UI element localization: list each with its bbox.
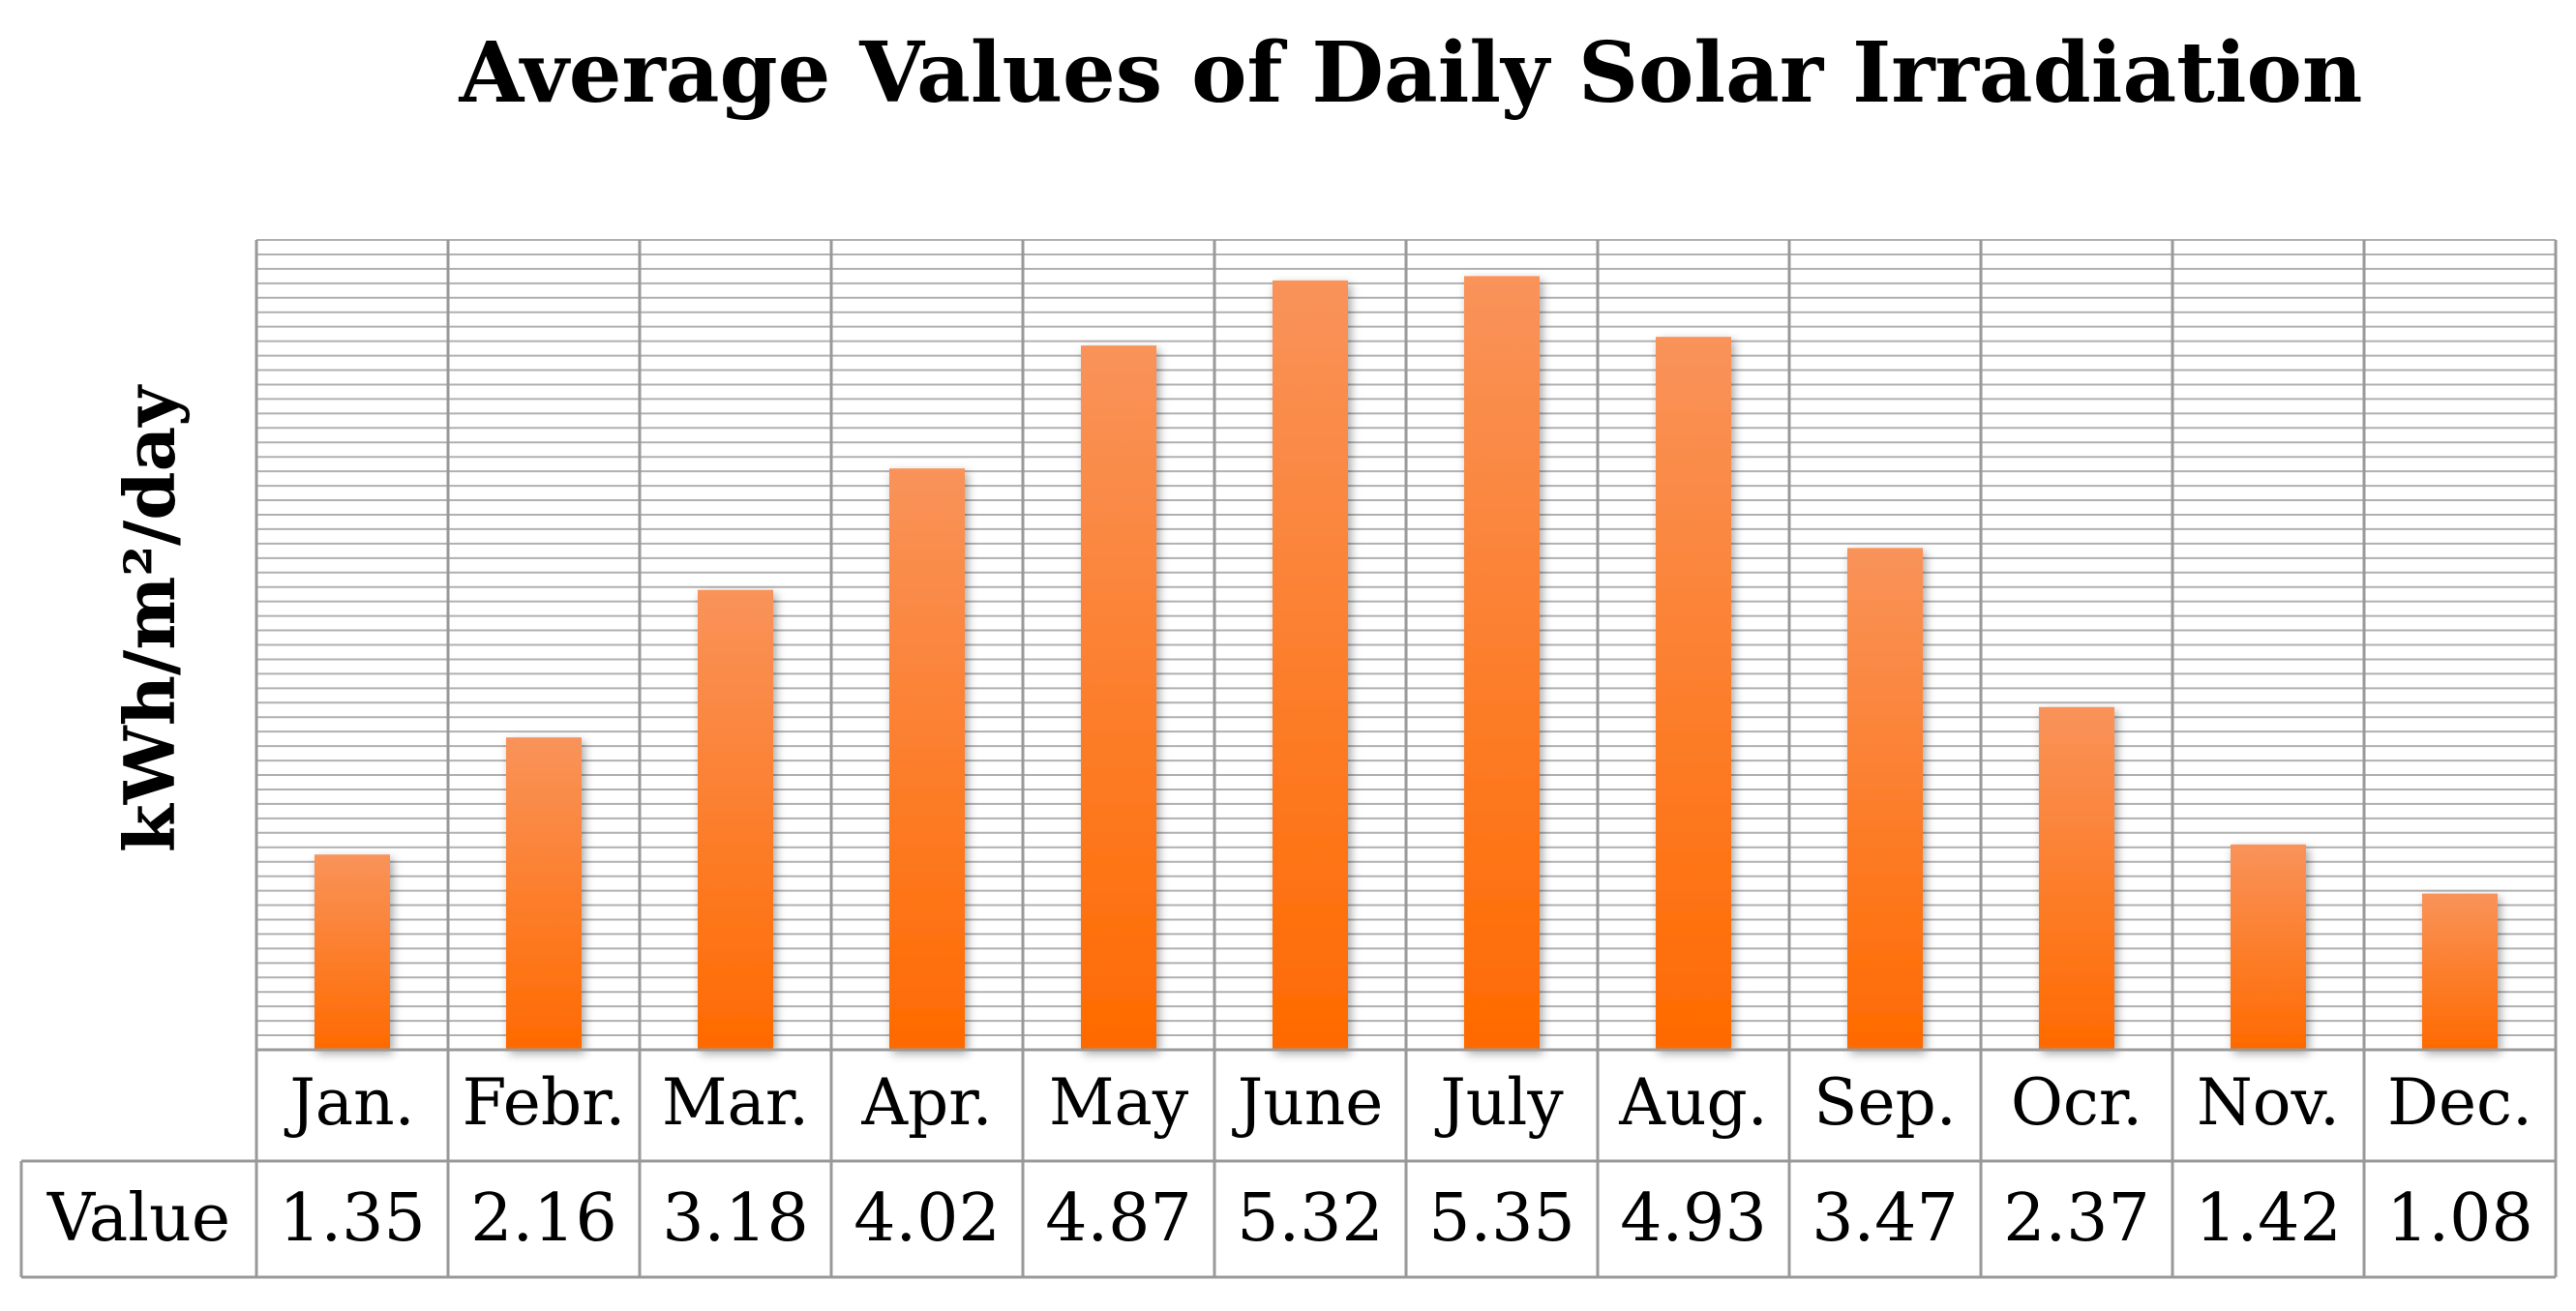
category-label: Ocr.	[2011, 1065, 2142, 1140]
category-label: Febr.	[463, 1065, 626, 1140]
category-label: May	[1049, 1065, 1189, 1140]
bar	[1464, 276, 1540, 1050]
table-row-header: Value	[46, 1180, 230, 1257]
value-label: 3.47	[1812, 1180, 1958, 1257]
bar	[1081, 345, 1156, 1051]
category-label: Dec.	[2387, 1065, 2532, 1140]
category-label: Apr.	[860, 1065, 992, 1140]
bar	[1273, 280, 1348, 1051]
value-label: 3.18	[662, 1180, 808, 1257]
data-table: Value Jan. 1.35 Febr. 2.16 Mar. 3.18 Apr. 4.02 Ma…	[19, 1048, 2558, 1279]
gridlines	[255, 239, 2558, 1050]
y-axis-label: kWh/m²/day	[108, 384, 191, 852]
category-label: June	[1232, 1065, 1384, 1140]
bar	[2231, 844, 2306, 1050]
bar	[1656, 337, 1731, 1050]
category-label: Mar.	[662, 1065, 809, 1140]
bar	[698, 589, 773, 1050]
bar	[2422, 893, 2498, 1050]
bar	[506, 737, 582, 1050]
bars	[315, 276, 2498, 1051]
chart-title: Average Values of Daily Solar Irradiatio…	[459, 24, 2363, 122]
value-label: 1.35	[279, 1180, 425, 1257]
bar	[315, 854, 390, 1050]
bar	[2039, 706, 2114, 1050]
category-label: Nov.	[2197, 1065, 2340, 1140]
value-label: 4.02	[854, 1180, 1000, 1257]
value-label: 1.08	[2386, 1180, 2532, 1257]
value-label: 2.37	[2003, 1180, 2149, 1257]
value-label: 5.35	[1428, 1180, 1574, 1257]
bar	[1847, 548, 1923, 1050]
value-label: 4.87	[1045, 1180, 1191, 1257]
value-label: 5.32	[1237, 1180, 1383, 1257]
value-label: 2.16	[470, 1180, 616, 1257]
category-label: Jan.	[284, 1065, 414, 1140]
category-label: Sep.	[1813, 1065, 1957, 1140]
category-label: Aug.	[1618, 1065, 1767, 1140]
bar	[889, 468, 965, 1050]
value-label: 1.42	[2195, 1180, 2341, 1257]
value-label: 4.93	[1620, 1180, 1766, 1257]
category-label: July	[1434, 1065, 1564, 1140]
